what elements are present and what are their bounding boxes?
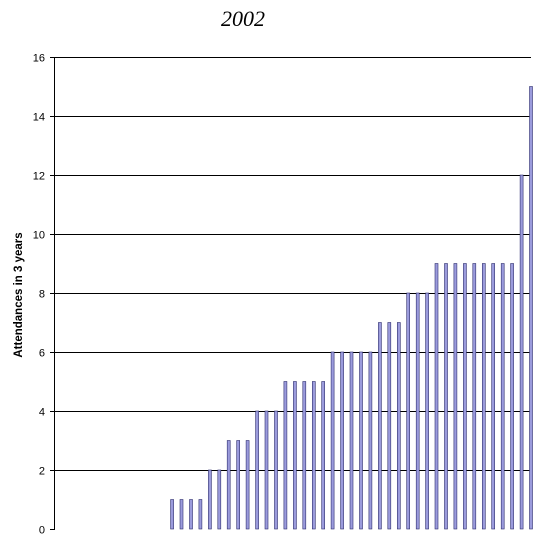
bar: [274, 410, 278, 530]
y-tick-label: 14: [33, 112, 45, 124]
y-tick-label: 12: [33, 171, 45, 183]
bar: [481, 263, 486, 530]
bar: [406, 292, 411, 530]
bar: [378, 322, 382, 530]
bar: [463, 263, 467, 530]
bar: [444, 263, 448, 530]
bar: [396, 322, 401, 530]
y-tick-label: 4: [39, 407, 45, 419]
bar: [283, 381, 288, 530]
bar: [236, 440, 240, 530]
bar: [368, 351, 373, 530]
bar: [264, 410, 269, 530]
y-tick-label: 16: [33, 53, 45, 65]
bar: [330, 351, 335, 530]
bar: [453, 263, 458, 530]
y-tick-label: 8: [39, 289, 45, 301]
bar: [255, 410, 259, 530]
bar: [415, 292, 420, 530]
bar: [293, 381, 297, 530]
bar: [529, 86, 533, 530]
y-tick-label: 2: [39, 466, 45, 478]
bar: [519, 174, 524, 530]
bar: [170, 499, 174, 530]
bar: [387, 322, 392, 530]
bar: [179, 499, 184, 530]
bar: [491, 263, 496, 530]
bar: [349, 351, 354, 530]
bar: [217, 469, 222, 530]
bar: [425, 292, 429, 530]
bar: [510, 263, 514, 530]
bar: [189, 499, 193, 530]
bar: [302, 381, 307, 530]
bar: [500, 263, 505, 530]
y-tick-label: 0: [39, 525, 45, 535]
bar: [321, 381, 326, 530]
bar: [226, 440, 231, 530]
bar: [434, 263, 439, 530]
bar: [208, 469, 212, 530]
bar: [472, 263, 477, 530]
bar: [359, 351, 363, 530]
chart-title: 2002: [221, 6, 265, 31]
y-tick-label: 6: [39, 348, 45, 360]
bar: [340, 351, 344, 530]
bar: [245, 440, 250, 530]
y-axis: 0 2 4 6 8 10 12 14 16: [33, 53, 55, 535]
gridlines: [54, 57, 531, 471]
bar: [198, 499, 203, 530]
y-tick-label: 10: [33, 230, 45, 242]
bars: [170, 86, 533, 530]
bar: [311, 381, 316, 530]
